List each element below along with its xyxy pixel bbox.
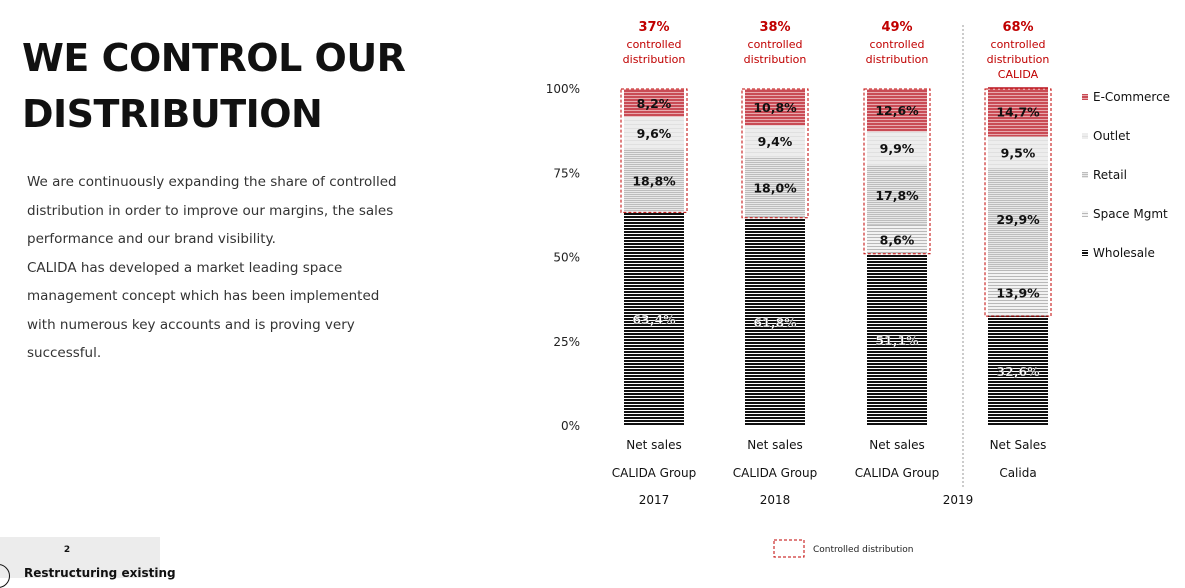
controlled-distribution-box <box>863 88 931 255</box>
legend-swatch-retail <box>1082 172 1088 178</box>
x-category-label: Net sales <box>626 438 681 452</box>
controlled-caption: controlled <box>748 38 803 51</box>
data-label: 17,8% <box>875 188 919 203</box>
controlled-legend-label: Controlled distribution <box>813 545 913 555</box>
bar-segment-retail <box>867 164 927 225</box>
controlled-caption: controlled <box>627 38 682 51</box>
data-label: 10,8% <box>753 100 797 115</box>
data-label: 8,6% <box>880 232 915 247</box>
legend-label-retail: Retail <box>1093 168 1127 182</box>
controlled-caption: distribution <box>623 53 686 66</box>
x-category-label: CALIDA Group <box>612 466 696 480</box>
x-category-year: 2019 <box>943 493 974 507</box>
y-tick-label: 50% <box>553 251 580 265</box>
bar-segment-retail <box>624 148 684 213</box>
data-label: 61,8% <box>753 315 797 330</box>
bar-segment-outlet <box>624 116 684 149</box>
bar-segment-outlet <box>988 136 1048 169</box>
data-label: 9,6% <box>637 126 672 141</box>
x-category-year: 2018 <box>760 493 791 507</box>
bar-segment-wholesale <box>624 212 684 426</box>
controlled-caption: controlled <box>991 38 1046 51</box>
bar-segment-space-mgmt <box>988 269 1048 317</box>
controlled-caption: CALIDA <box>998 68 1039 81</box>
bar-segment-retail <box>988 168 1048 270</box>
legend-swatch-space-mgmt <box>1082 211 1088 217</box>
legend-label-e-commerce: E-Commerce <box>1093 90 1170 104</box>
data-label: 18,0% <box>753 180 797 195</box>
x-category-label: Net sales <box>869 438 924 452</box>
bar-segment-retail <box>745 157 805 218</box>
controlled-caption: distribution <box>866 53 929 66</box>
x-category-label: CALIDA Group <box>855 466 939 480</box>
bar-segment-wholesale <box>745 217 805 426</box>
bar-segment-e-commerce <box>867 89 927 132</box>
y-tick-label: 75% <box>553 166 580 180</box>
controlled-distribution-box <box>741 88 809 219</box>
title-line-1: WE CONTROL OUR <box>22 36 406 80</box>
data-label: 12,6% <box>875 103 919 118</box>
controlled-legend-swatch <box>773 539 805 558</box>
x-category-label: Net sales <box>747 438 802 452</box>
bar-segment-e-commerce <box>624 89 684 117</box>
data-label: 8,2% <box>637 96 672 111</box>
legend-label-outlet: Outlet <box>1093 129 1130 143</box>
data-label: 18,8% <box>632 174 676 189</box>
controlled-pct: 38% <box>759 20 790 35</box>
page-title: WE CONTROL OUR DISTRIBUTION <box>22 30 442 142</box>
section-label: Restructuring existing <box>24 566 176 580</box>
controlled-pct: 49% <box>881 20 912 35</box>
x-category-year: 2017 <box>639 493 670 507</box>
data-label: 9,9% <box>880 141 915 156</box>
bar-segment-wholesale <box>988 316 1048 426</box>
x-category-label: Net Sales <box>990 438 1047 452</box>
data-label: 13,9% <box>996 286 1040 301</box>
data-label: 9,4% <box>758 134 793 149</box>
bar-segment-e-commerce <box>745 89 805 126</box>
x-category-label: CALIDA Group <box>733 466 817 480</box>
bar-segment-outlet <box>867 131 927 165</box>
controlled-distribution-box <box>984 88 1052 317</box>
x-category-label: Calida <box>999 466 1036 480</box>
legend-label-wholesale: Wholesale <box>1093 246 1155 260</box>
controlled-caption: distribution <box>744 53 807 66</box>
legend-label-space-mgmt: Space Mgmt <box>1093 207 1168 221</box>
bar-segment-space-mgmt <box>867 224 927 254</box>
data-label: 14,7% <box>996 105 1040 120</box>
y-tick-label: 100% <box>546 82 580 96</box>
description-paragraph-1: We are continuously expanding the share … <box>27 174 397 247</box>
data-label: 32,6% <box>996 364 1040 379</box>
data-label: 9,5% <box>1001 146 1036 161</box>
controlled-pct: 37% <box>638 20 669 35</box>
y-tick-label: 0% <box>561 419 580 433</box>
controlled-caption: distribution <box>987 53 1050 66</box>
controlled-pct: 68% <box>1002 20 1033 35</box>
bar-segment-e-commerce <box>988 86 1048 137</box>
legend-swatch-wholesale <box>1082 250 1088 256</box>
controlled-caption: controlled <box>870 38 925 51</box>
controlled-distribution-box <box>620 88 688 213</box>
data-label: 63,4% <box>632 312 676 327</box>
description-text: We are continuously expanding the share … <box>27 168 407 368</box>
y-tick-label: 25% <box>553 335 580 349</box>
bar-segment-wholesale <box>867 253 927 426</box>
section-tab[interactable]: 2 Restructuring existing <box>0 537 176 580</box>
legend-swatch-e-commerce <box>1082 94 1088 100</box>
legend-swatch-outlet <box>1082 133 1088 139</box>
title-line-2: DISTRIBUTION <box>22 92 323 136</box>
data-label: 29,9% <box>996 212 1040 227</box>
description-paragraph-2: CALIDA has developed a market leading sp… <box>27 259 380 362</box>
bar-segment-outlet <box>745 125 805 158</box>
section-number: 2 <box>63 545 71 555</box>
data-label: 51,1% <box>875 333 919 348</box>
